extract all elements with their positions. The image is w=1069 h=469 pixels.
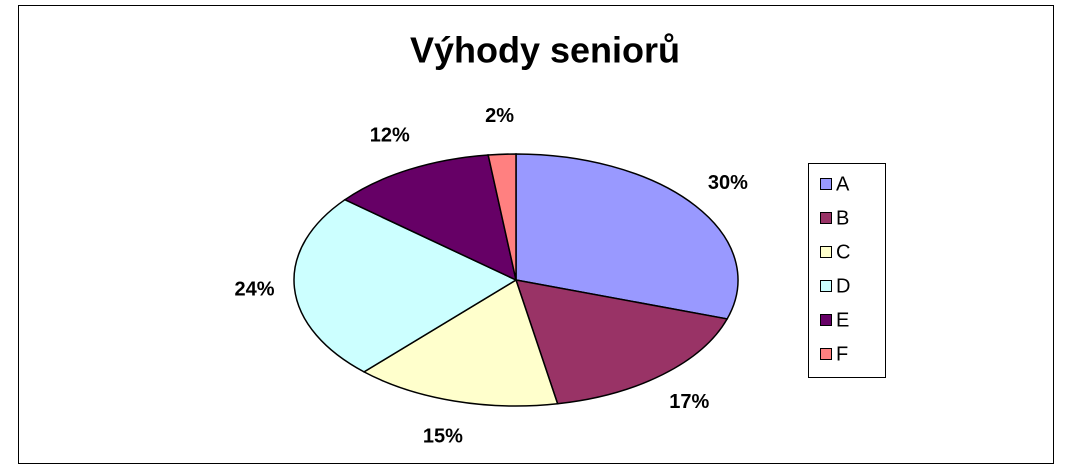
pie-slice: [362, 278, 559, 407]
pie-slice: [343, 154, 518, 282]
legend-label: A: [836, 173, 850, 195]
legend-box: [808, 163, 886, 378]
pie-slice: [515, 153, 739, 320]
data-label: 15%: [423, 426, 463, 448]
legend-swatch: [820, 178, 832, 190]
legend-label: F: [836, 343, 848, 365]
legend-swatch: [820, 212, 832, 224]
legend-swatch: [820, 246, 832, 258]
data-label: 30%: [708, 172, 748, 194]
chart-title: Výhody seniorů: [410, 30, 680, 71]
legend-label: D: [836, 275, 850, 297]
legend-label: C: [836, 241, 850, 263]
legend-label: E: [836, 309, 849, 331]
data-label: 24%: [235, 279, 275, 301]
pie-slice: [293, 198, 518, 373]
legend-swatch: [820, 314, 832, 326]
legend-swatch: [820, 348, 832, 360]
legend-swatch: [820, 280, 832, 292]
data-label: 2%: [485, 105, 514, 127]
data-label: 17%: [669, 391, 709, 413]
pie-slice: [487, 153, 517, 281]
legend-label: B: [836, 207, 849, 229]
data-label: 12%: [370, 125, 410, 147]
pie-slice: [514, 279, 729, 405]
